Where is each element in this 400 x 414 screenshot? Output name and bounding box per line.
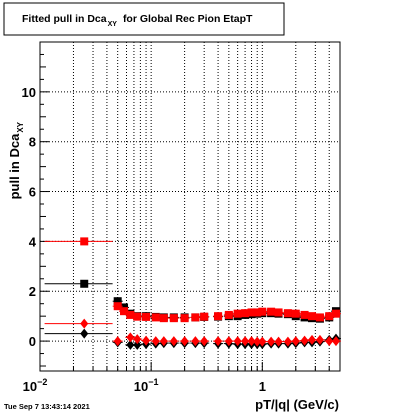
y-tick-label: 10 <box>22 85 36 100</box>
diamond-marker <box>283 336 292 347</box>
diamond-marker <box>247 336 256 347</box>
y-tick-label: 4 <box>29 234 37 249</box>
diamond-marker <box>191 336 200 347</box>
square-marker <box>142 312 151 321</box>
square-marker <box>159 314 168 323</box>
diamond-marker <box>159 336 168 347</box>
square-marker <box>274 308 283 317</box>
y-tick-label: 8 <box>29 135 36 150</box>
diamond-marker <box>258 336 267 347</box>
square-marker <box>80 279 89 288</box>
diamond-marker <box>233 336 242 347</box>
square-marker <box>283 309 292 318</box>
x-axis-label: pT/|q| (GeV/c) <box>255 397 339 412</box>
square-marker <box>315 313 324 322</box>
square-marker <box>224 310 233 319</box>
diamond-marker <box>126 339 135 350</box>
square-marker <box>113 302 122 311</box>
diamond-marker <box>133 339 142 350</box>
diamond-marker <box>214 336 223 347</box>
x-tick-label: 10−1 <box>134 377 159 394</box>
y-tick-label: 2 <box>29 284 36 299</box>
diamond-marker <box>315 334 324 345</box>
diamond-marker <box>224 336 233 347</box>
axis-ticks <box>39 53 341 371</box>
square-marker <box>133 312 142 321</box>
x-tick-label: 1 <box>259 379 266 394</box>
square-marker <box>291 309 300 318</box>
plot-area-frame <box>39 41 341 372</box>
diamond-marker <box>200 336 209 347</box>
square-marker <box>151 313 160 322</box>
square-marker <box>267 307 276 316</box>
diamond-marker <box>300 335 309 346</box>
square-marker <box>241 309 250 318</box>
square-marker <box>200 312 209 321</box>
square-marker <box>253 308 262 317</box>
square-marker <box>80 237 89 246</box>
diamond-marker <box>241 336 250 347</box>
diamond-marker <box>80 318 89 329</box>
diamond-marker <box>151 336 160 347</box>
y-tick-label: 6 <box>29 185 36 200</box>
axis-tick-labels: 0 2 4 6 8 10 10−2 10−1 1 <box>22 85 266 394</box>
square-marker <box>120 307 129 316</box>
square-marker <box>300 310 309 319</box>
square-marker <box>126 310 135 319</box>
y-axis-label: pull in DcaXY <box>7 121 25 199</box>
diamond-marker <box>80 328 89 339</box>
diamond-marker <box>253 336 262 347</box>
data-points <box>44 237 341 350</box>
diamond-marker <box>126 332 135 343</box>
square-marker <box>308 312 317 321</box>
square-marker <box>247 308 256 317</box>
diamond-marker <box>308 334 317 345</box>
square-marker <box>113 297 122 306</box>
grid-lines <box>40 42 340 371</box>
chart-title: Fitted pull in DcaXY for Global Rec Pion … <box>22 13 253 28</box>
square-marker <box>180 314 189 323</box>
diamond-marker <box>180 336 189 347</box>
x-tick-label: 10−2 <box>23 377 48 394</box>
square-marker <box>331 309 340 318</box>
plot-frame <box>39 41 341 372</box>
timestamp: Tue Sep 7 13:43:14 2021 <box>4 402 90 411</box>
diamond-marker <box>331 336 340 347</box>
diamond-marker <box>291 336 300 347</box>
y-tick-label: 0 <box>29 334 36 349</box>
diamond-marker <box>113 336 122 347</box>
diamond-marker <box>325 336 334 347</box>
square-marker <box>214 312 223 321</box>
diamond-marker <box>267 336 276 347</box>
title-box: Fitted pull in DcaXY for Global Rec Pion … <box>3 2 285 36</box>
square-marker <box>191 313 200 322</box>
diamond-marker <box>169 336 178 347</box>
diamond-marker <box>142 335 151 346</box>
square-marker <box>233 309 242 318</box>
square-marker <box>325 312 334 321</box>
square-marker <box>169 314 178 323</box>
diamond-marker <box>274 336 283 347</box>
diamond-marker <box>133 334 142 345</box>
square-marker <box>258 307 267 316</box>
